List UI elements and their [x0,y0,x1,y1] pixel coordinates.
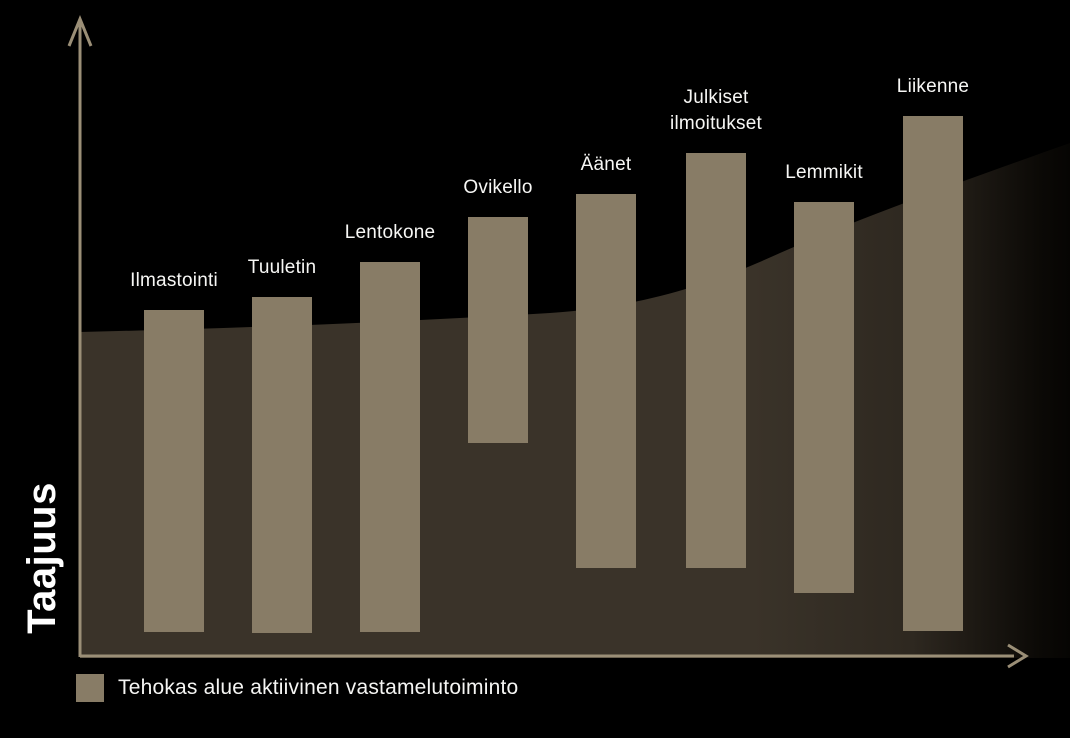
x-axis-arrow-icon [1007,643,1029,669]
bar-label: Ovikello [463,177,533,198]
bar [144,310,204,632]
y-axis-arrow-icon [67,15,93,47]
bar-label: Liikenne [896,76,970,97]
bar [468,217,528,443]
bar-label: Lentokone [344,222,436,243]
bar-label: Ilmastointi [130,270,218,291]
legend-label: Tehokas alue aktiivinen vastamelutoimint… [118,676,519,699]
bar [360,262,420,632]
bar [576,194,636,568]
legend-swatch [76,674,104,702]
bar [903,116,963,631]
y-axis-label: Taajuus [20,482,64,634]
bar-label: Lemmikit [785,162,863,183]
bar [252,297,312,633]
legend: Tehokas alue aktiivinen vastamelutoimint… [76,674,518,702]
bar [794,202,854,593]
bar-label: Äänet [580,154,632,175]
bar [686,153,746,568]
bar-label: Tuuletin [247,257,317,278]
bars-group [144,116,963,633]
bar-label: Julkiset ilmoitukset [670,87,762,134]
